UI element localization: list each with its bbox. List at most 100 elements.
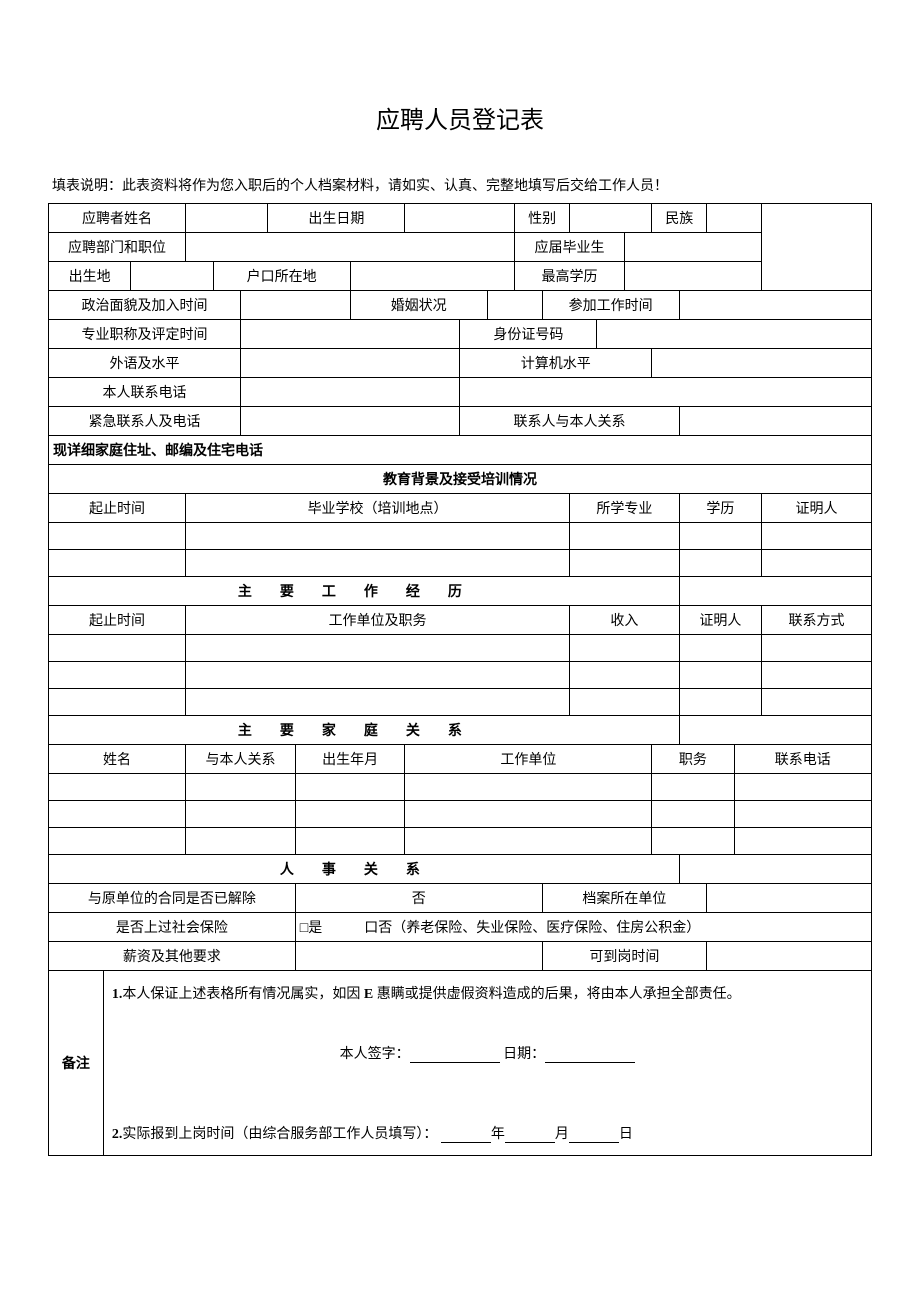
field-idcard[interactable] [597, 320, 872, 349]
row-edu-cols: 起止时间 毕业学校（培训地点） 所学专业 学历 证明人 [49, 494, 872, 523]
field-workdate[interactable] [679, 291, 871, 320]
family-cell[interactable] [652, 801, 734, 828]
edu-cell[interactable] [761, 550, 871, 577]
remarks-1-suffix: 惠瞒或提供虚假资料造成的后果，将由本人承担全部责任。 [377, 987, 741, 1002]
family-cell[interactable] [186, 801, 296, 828]
field-insurance[interactable]: □是 口否（养老保险、失业保险、医疗保险、住房公积金） [295, 913, 871, 942]
work-cell[interactable] [679, 635, 761, 662]
work-cell[interactable] [49, 635, 186, 662]
field-ethnicity[interactable] [707, 204, 762, 233]
field-start-date[interactable] [707, 942, 872, 971]
work-cell[interactable] [49, 662, 186, 689]
field-computer[interactable] [652, 349, 872, 378]
family-cell[interactable] [734, 801, 871, 828]
sig-field[interactable] [410, 1049, 500, 1063]
edu-col-time: 起止时间 [49, 494, 186, 523]
field-emergency[interactable] [240, 407, 459, 436]
family-cell[interactable] [734, 828, 871, 855]
family-cell[interactable] [186, 828, 296, 855]
edu-cell[interactable] [570, 550, 680, 577]
family-cell[interactable] [405, 801, 652, 828]
field-phone-ext[interactable] [460, 378, 872, 407]
field-file-unit[interactable] [707, 884, 872, 913]
work-cell[interactable] [570, 689, 680, 716]
field-gender[interactable] [570, 204, 652, 233]
work-cell[interactable] [186, 689, 570, 716]
field-salary[interactable] [295, 942, 542, 971]
family-col-relation: 与本人关系 [186, 745, 296, 774]
registration-table: 应聘者姓名 出生日期 性别 民族 应聘部门和职位 应届毕业生 出生地 户口所在地… [48, 203, 872, 1156]
work-cell[interactable] [679, 689, 761, 716]
field-profession[interactable] [240, 320, 459, 349]
field-phone[interactable] [240, 378, 459, 407]
edu-cell[interactable] [679, 550, 761, 577]
work-cell[interactable] [49, 689, 186, 716]
family-cell[interactable] [295, 828, 405, 855]
row-basic-8: 紧急联系人及电话 联系人与本人关系 [49, 407, 872, 436]
family-cell[interactable] [405, 828, 652, 855]
field-birth[interactable] [405, 204, 515, 233]
work-cell[interactable] [679, 662, 761, 689]
row-basic-6: 外语及水平 计算机水平 [49, 349, 872, 378]
work-col-income: 收入 [570, 606, 680, 635]
family-cell[interactable] [49, 774, 186, 801]
family-cell[interactable] [49, 828, 186, 855]
label-computer: 计算机水平 [460, 349, 652, 378]
field-political[interactable] [240, 291, 350, 320]
family-cell[interactable] [295, 774, 405, 801]
field-education[interactable] [624, 262, 761, 291]
work-cell[interactable] [186, 662, 570, 689]
field-dept[interactable] [186, 233, 515, 262]
edu-cell[interactable] [49, 523, 186, 550]
edu-cell[interactable] [186, 523, 570, 550]
label-insurance: 是否上过社会保险 [49, 913, 296, 942]
family-cell[interactable] [734, 774, 871, 801]
field-emergency-rel[interactable] [679, 407, 871, 436]
family-row-3 [49, 828, 872, 855]
field-language[interactable] [240, 349, 459, 378]
date-label: 日期： [503, 1047, 545, 1062]
work-cell[interactable] [570, 635, 680, 662]
edu-cell[interactable] [679, 523, 761, 550]
family-col-unit: 工作单位 [405, 745, 652, 774]
section-family-blank [679, 716, 871, 745]
family-cell[interactable] [49, 801, 186, 828]
label-address: 现详细家庭住址、邮编及住宅电话 [49, 436, 872, 465]
work-cell[interactable] [761, 662, 871, 689]
row-address: 现详细家庭住址、邮编及住宅电话 [49, 436, 872, 465]
hr-row-1: 与原单位的合同是否已解除 否 档案所在单位 [49, 884, 872, 913]
work-cell[interactable] [761, 635, 871, 662]
family-cell[interactable] [405, 774, 652, 801]
edu-cell[interactable] [570, 523, 680, 550]
day-field[interactable] [569, 1129, 619, 1143]
section-work: 主要工作经历 [49, 577, 680, 606]
field-graduate[interactable] [624, 233, 761, 262]
year-field[interactable] [441, 1129, 491, 1143]
field-birthplace[interactable] [131, 262, 213, 291]
label-education: 最高学历 [515, 262, 625, 291]
remarks-1-bold: E [364, 987, 373, 1002]
work-cell[interactable] [761, 689, 871, 716]
label-file-unit: 档案所在单位 [542, 884, 707, 913]
work-cell[interactable] [570, 662, 680, 689]
photo-area [761, 204, 871, 291]
family-cell[interactable] [295, 801, 405, 828]
family-cell[interactable] [652, 774, 734, 801]
label-contract: 与原单位的合同是否已解除 [49, 884, 296, 913]
field-hukou[interactable] [350, 262, 515, 291]
edu-cell[interactable] [49, 550, 186, 577]
row-family-header: 主要家庭关系 [49, 716, 872, 745]
section-hr: 人事关系 [49, 855, 680, 884]
edu-cell[interactable] [761, 523, 871, 550]
family-cell[interactable] [186, 774, 296, 801]
date-field[interactable] [545, 1049, 635, 1063]
remarks-item1: 1.本人保证上述表格所有情况属实，如因 E 惠瞒或提供虚假资料造成的后果，将由本… [112, 983, 863, 1003]
label-salary: 薪资及其他要求 [49, 942, 296, 971]
month-field[interactable] [505, 1129, 555, 1143]
row-basic-5: 专业职称及评定时间 身份证号码 [49, 320, 872, 349]
work-cell[interactable] [186, 635, 570, 662]
field-name[interactable] [186, 204, 268, 233]
edu-cell[interactable] [186, 550, 570, 577]
family-cell[interactable] [652, 828, 734, 855]
field-marital[interactable] [487, 291, 542, 320]
